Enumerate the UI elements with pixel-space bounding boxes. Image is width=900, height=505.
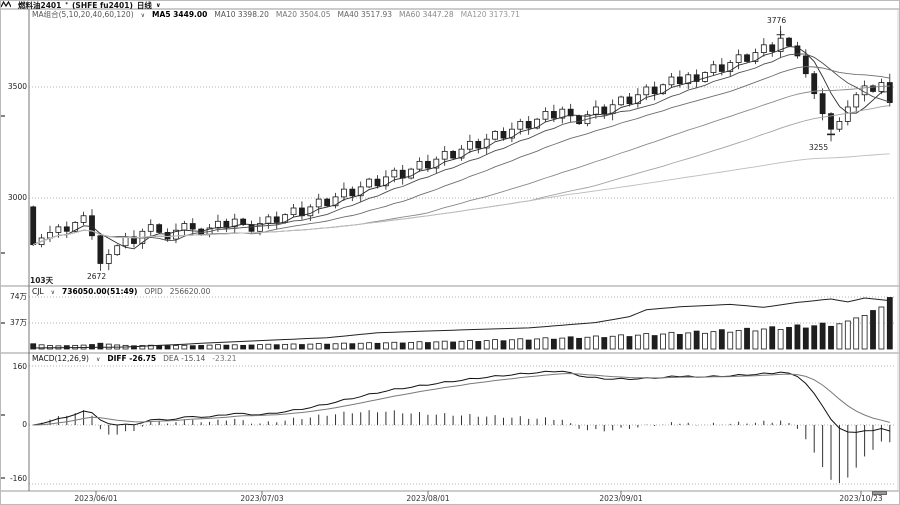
days-count-label: 103天 bbox=[30, 276, 54, 285]
ma-line-120 bbox=[33, 153, 890, 246]
app-logo-icon bbox=[1, 1, 14, 9]
ma-line-40 bbox=[33, 85, 890, 246]
macd-value: -23.21 bbox=[212, 354, 237, 363]
date-label-5: 2023/10/23 bbox=[839, 494, 883, 503]
ma-line-5 bbox=[33, 46, 890, 250]
period-caret-icon[interactable]: ∨ bbox=[155, 2, 161, 9]
ma-header: MA组合(5,10,20,40,60,120) ∨ MA5 3449.00 MA… bbox=[32, 11, 520, 19]
diff-value: -26.75 bbox=[129, 354, 157, 363]
date-label-2: 2023/07/03 bbox=[240, 494, 284, 503]
oi-value: 256620.00 bbox=[169, 287, 211, 296]
volume-caret-icon[interactable]: ∨ bbox=[50, 289, 56, 296]
contract-badge: * bbox=[65, 2, 68, 8]
ma5-value: 3449.00 bbox=[173, 10, 208, 19]
early-low-annotation: 2672 bbox=[87, 272, 107, 281]
main-axis-3000: 3000 bbox=[7, 193, 27, 202]
high-annotation: 3776 bbox=[767, 16, 787, 25]
diff-line bbox=[33, 370, 890, 433]
period-selector[interactable]: 日线 bbox=[136, 1, 152, 10]
ma120-label: MA120 bbox=[460, 10, 487, 19]
volume-indicator-label[interactable]: CJL bbox=[32, 287, 44, 296]
macd-indicator-label[interactable]: MACD(12,26,9) bbox=[32, 354, 89, 363]
open-interest-line bbox=[33, 297, 890, 349]
frame-lines bbox=[1, 8, 899, 495]
volume-axis-37: 37万 bbox=[9, 318, 27, 327]
diff-label: DIFF bbox=[107, 354, 127, 363]
ma60-label: MA60 bbox=[399, 10, 421, 19]
ma-line-10 bbox=[33, 53, 890, 246]
scrollbar-thumb[interactable] bbox=[872, 491, 887, 495]
date-label-1: 2023/06/01 bbox=[74, 494, 118, 503]
volume-axis-74: 74万 bbox=[9, 292, 27, 301]
date-label-4: 2023/09/01 bbox=[599, 494, 643, 503]
macd-axis-neg160: -160 bbox=[9, 474, 27, 483]
macd-caret-icon[interactable]: ∨ bbox=[95, 356, 101, 363]
volume-header: CJL ∨ 736050.00(51:49) OPID 256620.00 bbox=[32, 288, 210, 296]
dea-line bbox=[33, 372, 890, 426]
macd-axis-0: 0 bbox=[22, 420, 27, 429]
macd-panel bbox=[33, 370, 891, 483]
date-label-3: 2023/08/01 bbox=[406, 494, 450, 503]
ma40-value: 3517.93 bbox=[361, 10, 393, 19]
ma40-label: MA40 bbox=[337, 10, 359, 19]
macd-axis-160: 160 bbox=[12, 362, 27, 371]
contract-title[interactable]: 燃料油2401 bbox=[18, 1, 62, 10]
main-axis-3500: 3500 bbox=[7, 82, 27, 91]
contract-code: (SHFE fu2401) bbox=[72, 1, 133, 10]
main-chart bbox=[30, 25, 893, 271]
ma-caret-icon[interactable]: ∨ bbox=[140, 12, 146, 19]
ma-line-60 bbox=[33, 105, 890, 246]
ma10-value: 3398.20 bbox=[237, 10, 269, 19]
titlebar: 燃料油2401 * (SHFE fu2401) 日线 ∨ bbox=[1, 1, 899, 10]
swing-low-annotation: 3255 bbox=[809, 143, 829, 152]
dea-value: -15.14 bbox=[181, 354, 206, 363]
volume-panel bbox=[30, 297, 893, 350]
ma-combo-label[interactable]: MA组合(5,10,20,40,60,120) bbox=[32, 10, 134, 19]
ma10-label: MA10 bbox=[214, 10, 236, 19]
oi-label: OPID bbox=[144, 287, 163, 296]
ma60-value: 3447.28 bbox=[422, 10, 454, 19]
volume-value: 736050.00(51:49) bbox=[62, 287, 138, 296]
ma5-label: MA5 bbox=[152, 10, 171, 19]
ma20-label: MA20 bbox=[275, 10, 298, 19]
ma120-value: 3173.71 bbox=[488, 10, 520, 19]
dea-label: DEA bbox=[163, 354, 179, 363]
ma20-value: 3504.05 bbox=[299, 10, 331, 19]
macd-header: MACD(12,26,9) ∨ DIFF -26.75 DEA -15.14 -… bbox=[32, 355, 237, 363]
